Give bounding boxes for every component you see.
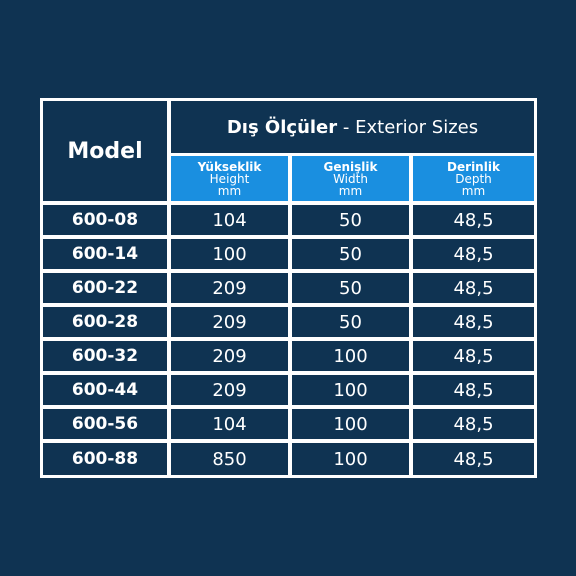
depth-cell: 48,5	[413, 307, 534, 337]
depth-cell: 48,5	[413, 239, 534, 269]
height-cell: 209	[171, 307, 288, 337]
width-cell: 100	[292, 375, 409, 405]
width-cell: 100	[292, 341, 409, 371]
width-cell: 50	[292, 273, 409, 303]
height-cell: 850	[171, 443, 288, 475]
height-cell: 104	[171, 205, 288, 235]
depth-cell: 48,5	[413, 443, 534, 475]
width-cell: 50	[292, 307, 409, 337]
height-header-unit: mm	[217, 183, 242, 198]
exterior-sizes-header: Dış Ölçüler - Exterior Sizes	[171, 101, 534, 153]
group-title-tr: Dış Ölçüler	[226, 116, 338, 138]
group-title-separator: -	[337, 116, 356, 138]
height-column-header: Yükseklik Height mm	[171, 156, 288, 201]
depth-header-unit: mm	[461, 183, 486, 198]
width-header-tr: Genişlik	[323, 159, 378, 174]
width-cell: 100	[292, 409, 409, 439]
model-cell: 600-22	[43, 273, 167, 303]
height-header-en: Height	[209, 171, 250, 186]
width-header-unit: mm	[338, 183, 363, 198]
exterior-sizes-table: Model Dış Ölçüler - Exterior Sizes Yükse…	[40, 98, 537, 478]
model-column-header: Model	[43, 101, 167, 201]
depth-column-header: Derinlik Depth mm	[413, 156, 534, 201]
width-cell: 50	[292, 205, 409, 235]
depth-cell: 48,5	[413, 341, 534, 371]
model-cell: 600-08	[43, 205, 167, 235]
model-cell: 600-28	[43, 307, 167, 337]
depth-cell: 48,5	[413, 205, 534, 235]
height-cell: 209	[171, 375, 288, 405]
group-title-en: Exterior Sizes	[355, 116, 479, 138]
height-cell: 209	[171, 341, 288, 371]
height-cell: 209	[171, 273, 288, 303]
model-cell: 600-88	[43, 443, 167, 475]
height-cell: 104	[171, 409, 288, 439]
depth-cell: 48,5	[413, 375, 534, 405]
depth-cell: 48,5	[413, 273, 534, 303]
height-header-tr: Yükseklik	[197, 159, 262, 174]
model-header-label: Model	[67, 138, 143, 164]
model-cell: 600-44	[43, 375, 167, 405]
width-column-header: Genişlik Width mm	[292, 156, 409, 201]
height-cell: 100	[171, 239, 288, 269]
depth-header-en: Depth	[455, 171, 492, 186]
model-cell: 600-56	[43, 409, 167, 439]
width-cell: 50	[292, 239, 409, 269]
model-cell: 600-14	[43, 239, 167, 269]
width-cell: 100	[292, 443, 409, 475]
depth-header-tr: Derinlik	[447, 159, 500, 174]
depth-cell: 48,5	[413, 409, 534, 439]
width-header-en: Width	[333, 171, 368, 186]
model-cell: 600-32	[43, 341, 167, 371]
